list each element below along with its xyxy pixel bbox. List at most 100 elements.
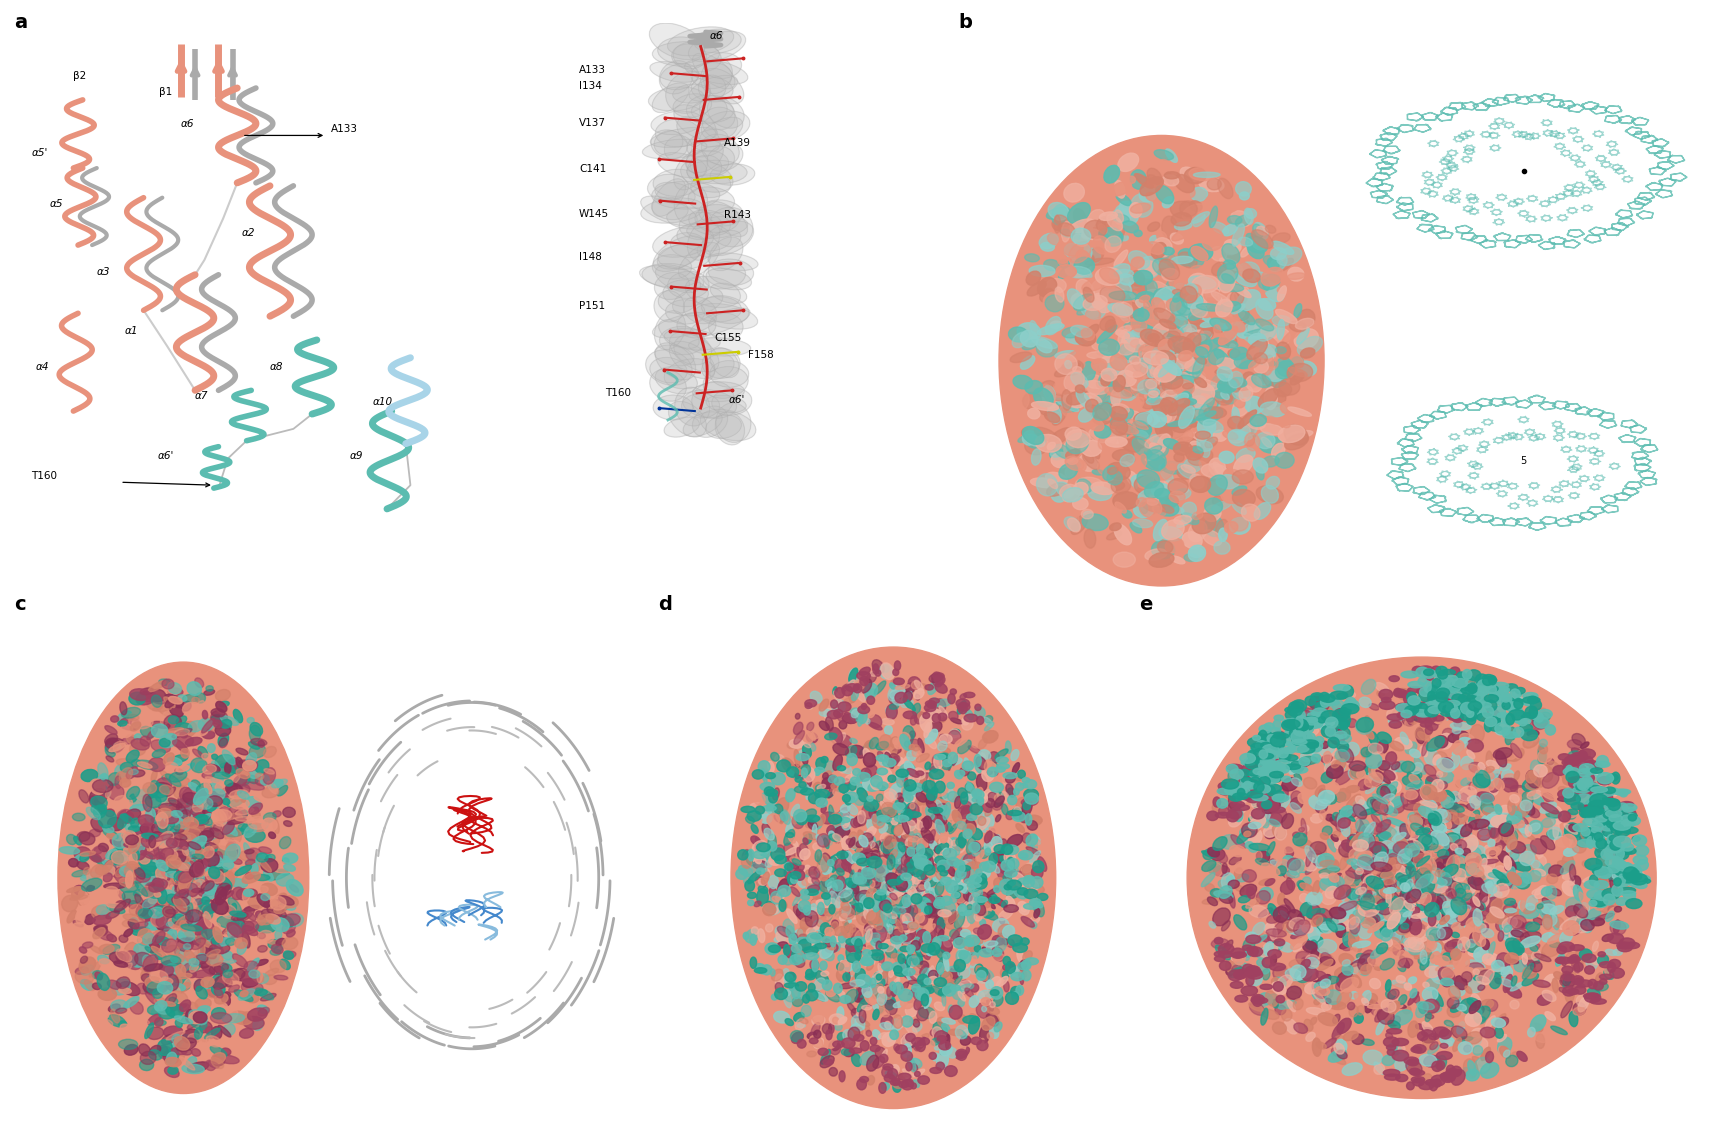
Ellipse shape bbox=[107, 756, 113, 762]
Ellipse shape bbox=[752, 861, 766, 869]
Ellipse shape bbox=[1012, 812, 1026, 822]
Ellipse shape bbox=[873, 936, 878, 943]
Ellipse shape bbox=[991, 834, 1002, 845]
Ellipse shape bbox=[167, 888, 179, 901]
Ellipse shape bbox=[959, 1029, 967, 1039]
Ellipse shape bbox=[881, 897, 893, 906]
Ellipse shape bbox=[835, 777, 845, 785]
Ellipse shape bbox=[1462, 707, 1469, 717]
Ellipse shape bbox=[177, 879, 191, 893]
Ellipse shape bbox=[912, 1019, 919, 1027]
Ellipse shape bbox=[271, 944, 283, 954]
Ellipse shape bbox=[1008, 327, 1029, 342]
Ellipse shape bbox=[79, 853, 89, 862]
Ellipse shape bbox=[1474, 702, 1491, 708]
Ellipse shape bbox=[1110, 283, 1132, 301]
Ellipse shape bbox=[699, 200, 742, 226]
Ellipse shape bbox=[1211, 889, 1221, 897]
Ellipse shape bbox=[886, 901, 899, 918]
Ellipse shape bbox=[1405, 781, 1424, 790]
Ellipse shape bbox=[990, 977, 1002, 988]
Ellipse shape bbox=[687, 129, 728, 157]
Ellipse shape bbox=[1402, 702, 1417, 714]
Ellipse shape bbox=[127, 874, 137, 882]
Ellipse shape bbox=[218, 807, 232, 823]
Ellipse shape bbox=[196, 986, 208, 999]
Ellipse shape bbox=[1309, 841, 1326, 854]
Ellipse shape bbox=[1435, 856, 1452, 868]
Ellipse shape bbox=[1268, 727, 1280, 735]
Ellipse shape bbox=[187, 868, 199, 877]
Ellipse shape bbox=[792, 815, 804, 829]
Ellipse shape bbox=[868, 910, 880, 920]
Ellipse shape bbox=[1378, 942, 1386, 947]
Ellipse shape bbox=[876, 889, 886, 895]
Ellipse shape bbox=[866, 929, 873, 942]
Ellipse shape bbox=[993, 953, 1002, 961]
Ellipse shape bbox=[148, 860, 163, 868]
Ellipse shape bbox=[156, 705, 167, 710]
Ellipse shape bbox=[752, 880, 765, 890]
Ellipse shape bbox=[1314, 986, 1330, 995]
Ellipse shape bbox=[1404, 1057, 1419, 1065]
Ellipse shape bbox=[926, 907, 931, 913]
Ellipse shape bbox=[1065, 333, 1087, 344]
Ellipse shape bbox=[835, 928, 845, 942]
Ellipse shape bbox=[1057, 398, 1079, 412]
Ellipse shape bbox=[893, 869, 897, 885]
Ellipse shape bbox=[1273, 967, 1288, 982]
Ellipse shape bbox=[895, 836, 902, 844]
Ellipse shape bbox=[1211, 385, 1221, 401]
Ellipse shape bbox=[1307, 893, 1321, 905]
Ellipse shape bbox=[1613, 789, 1630, 795]
Ellipse shape bbox=[886, 894, 895, 903]
Ellipse shape bbox=[1386, 714, 1404, 720]
Ellipse shape bbox=[161, 878, 175, 885]
Ellipse shape bbox=[1228, 970, 1242, 980]
Ellipse shape bbox=[1194, 172, 1220, 178]
Ellipse shape bbox=[1606, 816, 1618, 829]
Ellipse shape bbox=[1029, 421, 1046, 430]
Ellipse shape bbox=[1471, 724, 1484, 743]
Ellipse shape bbox=[1594, 832, 1603, 841]
Ellipse shape bbox=[201, 754, 211, 760]
Ellipse shape bbox=[1431, 842, 1447, 855]
Ellipse shape bbox=[1208, 897, 1218, 905]
Ellipse shape bbox=[649, 369, 685, 401]
Ellipse shape bbox=[1555, 837, 1572, 847]
Ellipse shape bbox=[658, 243, 701, 269]
Ellipse shape bbox=[1392, 832, 1405, 841]
Ellipse shape bbox=[230, 903, 237, 915]
Ellipse shape bbox=[1527, 896, 1538, 910]
Ellipse shape bbox=[1601, 825, 1613, 837]
Ellipse shape bbox=[835, 858, 847, 872]
Ellipse shape bbox=[1182, 420, 1192, 425]
Ellipse shape bbox=[1252, 374, 1271, 388]
Ellipse shape bbox=[1075, 331, 1096, 345]
Ellipse shape bbox=[935, 790, 948, 804]
Ellipse shape bbox=[1029, 884, 1045, 893]
Ellipse shape bbox=[1031, 877, 1043, 888]
Ellipse shape bbox=[687, 220, 720, 260]
Ellipse shape bbox=[1409, 977, 1417, 984]
Ellipse shape bbox=[856, 861, 861, 873]
Ellipse shape bbox=[1443, 953, 1452, 961]
Ellipse shape bbox=[163, 812, 182, 822]
Ellipse shape bbox=[960, 861, 969, 866]
Ellipse shape bbox=[1055, 353, 1077, 375]
Ellipse shape bbox=[916, 1034, 923, 1047]
Ellipse shape bbox=[880, 953, 885, 966]
Ellipse shape bbox=[983, 790, 993, 803]
Ellipse shape bbox=[639, 266, 704, 291]
Ellipse shape bbox=[1405, 856, 1419, 866]
Ellipse shape bbox=[1402, 707, 1412, 720]
Ellipse shape bbox=[1441, 837, 1452, 855]
Ellipse shape bbox=[186, 865, 198, 872]
Ellipse shape bbox=[184, 870, 191, 878]
Ellipse shape bbox=[112, 863, 132, 872]
Ellipse shape bbox=[1575, 978, 1582, 984]
Ellipse shape bbox=[852, 873, 864, 884]
Ellipse shape bbox=[862, 877, 871, 887]
Ellipse shape bbox=[909, 889, 917, 897]
Ellipse shape bbox=[1428, 813, 1440, 824]
